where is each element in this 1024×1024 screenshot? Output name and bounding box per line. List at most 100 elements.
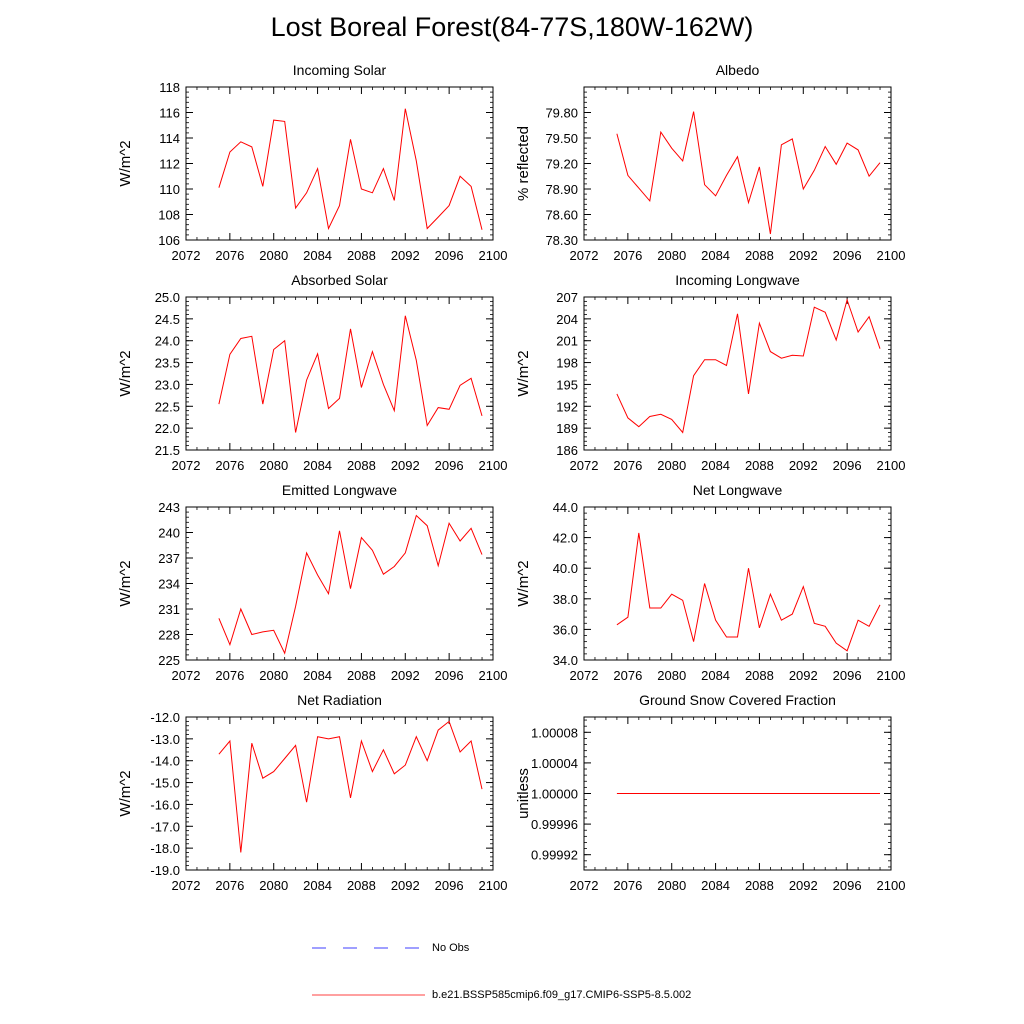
y-tick-label: 234	[158, 577, 180, 592]
x-tick-label: 2088	[745, 878, 774, 893]
x-tick-label: 2080	[259, 248, 288, 263]
x-tick-label: 2072	[172, 248, 201, 263]
x-tick-label: 2072	[570, 668, 599, 683]
x-tick-label: 2100	[877, 668, 906, 683]
y-tick-label: 42.0	[553, 531, 578, 546]
x-tick-label: 2096	[435, 878, 464, 893]
y-tick-label: 207	[556, 290, 578, 305]
y-tick-label: -14.0	[150, 754, 180, 769]
y-axis-label: % reflected	[515, 126, 532, 201]
x-tick-label: 2100	[877, 248, 906, 263]
x-tick-label: 2100	[479, 878, 508, 893]
y-tick-label: 106	[158, 233, 180, 248]
y-tick-label: 22.5	[155, 399, 180, 414]
panel-6: Net Longwave W/m^2 2072 2076 2080 2084 2088 209…	[515, 482, 905, 683]
x-tick-label: 2084	[701, 878, 730, 893]
y-tick-label: 1.00000	[531, 787, 578, 802]
series-line	[218, 720, 483, 853]
x-tick-label: 2088	[745, 668, 774, 683]
y-tick-label: 1.00004	[531, 756, 578, 771]
panel-title: Emitted Longwave	[282, 482, 397, 498]
x-tick-label: 2080	[657, 878, 686, 893]
series-line	[218, 108, 483, 231]
y-tick-label: 186	[556, 443, 578, 458]
y-tick-label: 237	[158, 551, 180, 566]
y-axis-label: W/m^2	[515, 560, 532, 606]
panel-7: Net Radiation W/m^2 2072 2076 2080 2084 2088 20…	[117, 692, 507, 893]
x-tick-label: 2096	[833, 668, 862, 683]
x-tick-label: 2092	[789, 668, 818, 683]
x-tick-label: 2072	[172, 668, 201, 683]
x-tick-label: 2076	[215, 878, 244, 893]
y-tick-label: 24.5	[155, 312, 180, 327]
x-tick-label: 2084	[701, 458, 730, 473]
y-tick-label: 225	[158, 653, 180, 668]
x-tick-label: 2096	[435, 668, 464, 683]
x-tick-label: 2096	[435, 248, 464, 263]
panel-8: Ground Snow Covered Fraction unitless 2072…	[515, 692, 905, 893]
x-tick-label: 2072	[570, 248, 599, 263]
x-tick-label: 2080	[259, 668, 288, 683]
x-tick-label: 2100	[877, 878, 906, 893]
panel-5: Emitted Longwave W/m^2 2072 2076 2080 2084 208…	[117, 482, 507, 683]
x-tick-label: 2096	[833, 458, 862, 473]
y-axis-label: unitless	[515, 768, 532, 819]
series-line	[616, 111, 881, 235]
y-tick-label: 201	[556, 334, 578, 349]
panel-title: Incoming Longwave	[675, 272, 800, 288]
y-tick-label: 114	[159, 131, 180, 146]
x-tick-label: 2072	[172, 458, 201, 473]
x-tick-label: 2100	[479, 668, 508, 683]
x-tick-label: 2084	[303, 458, 332, 473]
x-tick-label: 2072	[172, 878, 201, 893]
y-tick-label: 78.90	[545, 182, 578, 197]
y-tick-label: 198	[556, 356, 578, 371]
x-tick-label: 2100	[479, 458, 508, 473]
x-tick-label: 2092	[789, 878, 818, 893]
y-tick-label: 79.50	[545, 131, 578, 146]
panel-title: Net Longwave	[693, 482, 783, 498]
y-axis-label: W/m^2	[515, 350, 532, 396]
legend-label-no-obs: No Obs	[432, 942, 470, 954]
y-tick-label: 195	[556, 377, 578, 392]
y-tick-label: 112	[159, 157, 180, 172]
x-tick-label: 2088	[745, 458, 774, 473]
x-tick-label: 2072	[570, 458, 599, 473]
y-tick-label: 0.99996	[531, 817, 578, 832]
y-tick-label: 23.5	[155, 356, 180, 371]
y-tick-label: -18.0	[150, 841, 180, 856]
figure-title: Lost Boreal Forest(84-77S,180W-162W)	[270, 12, 754, 42]
y-tick-label: -12.0	[150, 710, 180, 725]
y-tick-label: 23.0	[155, 377, 180, 392]
x-tick-label: 2080	[657, 458, 686, 473]
series-line	[616, 532, 881, 652]
y-axis-label: W/m^2	[117, 350, 134, 396]
y-tick-label: 243	[158, 500, 180, 515]
y-axis-label: W/m^2	[117, 770, 134, 816]
x-tick-label: 2076	[215, 458, 244, 473]
panel-title: Albedo	[716, 62, 760, 78]
x-tick-label: 2076	[613, 668, 642, 683]
y-tick-label: 240	[158, 526, 180, 541]
panel-title: Net Radiation	[297, 692, 382, 708]
x-tick-label: 2092	[391, 878, 420, 893]
plot-frame	[185, 296, 494, 451]
y-tick-label: 34.0	[553, 653, 578, 668]
x-tick-label: 2092	[789, 458, 818, 473]
x-tick-label: 2076	[613, 878, 642, 893]
y-tick-label: 231	[158, 602, 180, 617]
x-tick-label: 2088	[347, 668, 376, 683]
x-tick-label: 2080	[259, 878, 288, 893]
plot-frame	[185, 716, 494, 871]
x-tick-label: 2084	[701, 668, 730, 683]
x-tick-label: 2096	[435, 458, 464, 473]
x-tick-label: 2088	[347, 458, 376, 473]
y-tick-label: -13.0	[150, 732, 180, 747]
y-tick-label: -15.0	[150, 776, 180, 791]
x-tick-label: 2092	[391, 458, 420, 473]
panel-title: Absorbed Solar	[291, 272, 388, 288]
x-tick-label: 2096	[833, 878, 862, 893]
y-tick-label: 110	[159, 182, 180, 197]
y-tick-label: -16.0	[150, 797, 180, 812]
x-tick-label: 2088	[745, 248, 774, 263]
